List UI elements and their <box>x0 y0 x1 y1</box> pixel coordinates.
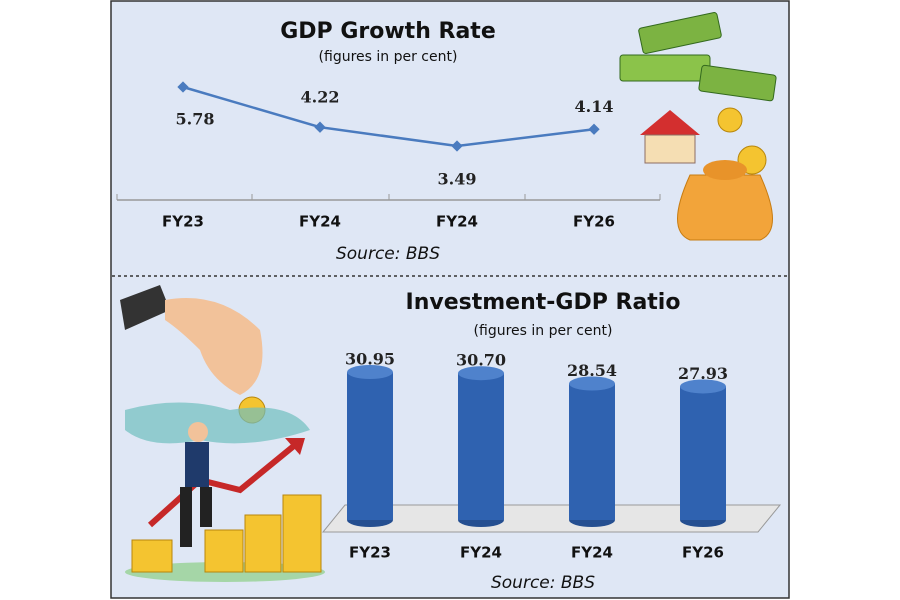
line <box>182 85 595 148</box>
x-tick-label: FY24 <box>436 213 478 231</box>
data-label: 28.54 <box>567 361 617 380</box>
data-label: 5.78 <box>176 110 215 129</box>
bar <box>569 383 615 520</box>
bar <box>347 372 393 520</box>
x-tick-label: FY26 <box>573 213 615 231</box>
data-label: 30.95 <box>345 350 395 369</box>
data-label: 27.93 <box>678 364 728 383</box>
chart-title: Investment-GDP Ratio <box>406 290 681 315</box>
source-note: Source: BBS <box>491 573 595 593</box>
x-tick-label: FY24 <box>299 213 341 231</box>
x-tick-label: FY24 <box>460 544 502 562</box>
x-tick-label: FY23 <box>162 213 204 231</box>
bar <box>458 373 504 520</box>
chart-subtitle: (figures in per cent) <box>319 49 458 65</box>
x-tick-label: FY23 <box>349 544 391 562</box>
x-tick-label: FY26 <box>682 544 724 562</box>
data-label: 30.70 <box>456 351 506 370</box>
source-note: Source: BBS <box>336 244 440 264</box>
bar <box>680 386 726 520</box>
marker <box>451 140 463 152</box>
chart-title: GDP Growth Rate <box>280 19 496 44</box>
x-tick-label: FY24 <box>571 544 613 562</box>
bar-cap <box>569 376 615 391</box>
chart-subtitle: (figures in per cent) <box>474 323 613 339</box>
data-label: 4.22 <box>301 88 340 107</box>
data-label: 4.14 <box>575 97 614 116</box>
panel <box>110 0 790 599</box>
investment-illustration <box>120 285 325 582</box>
bar-cap <box>347 365 393 379</box>
bar-floor <box>321 504 782 533</box>
money-illustration <box>619 12 777 241</box>
data-label: 3.49 <box>438 170 477 189</box>
bar-cap <box>680 379 726 394</box>
bar-cap <box>458 366 504 381</box>
